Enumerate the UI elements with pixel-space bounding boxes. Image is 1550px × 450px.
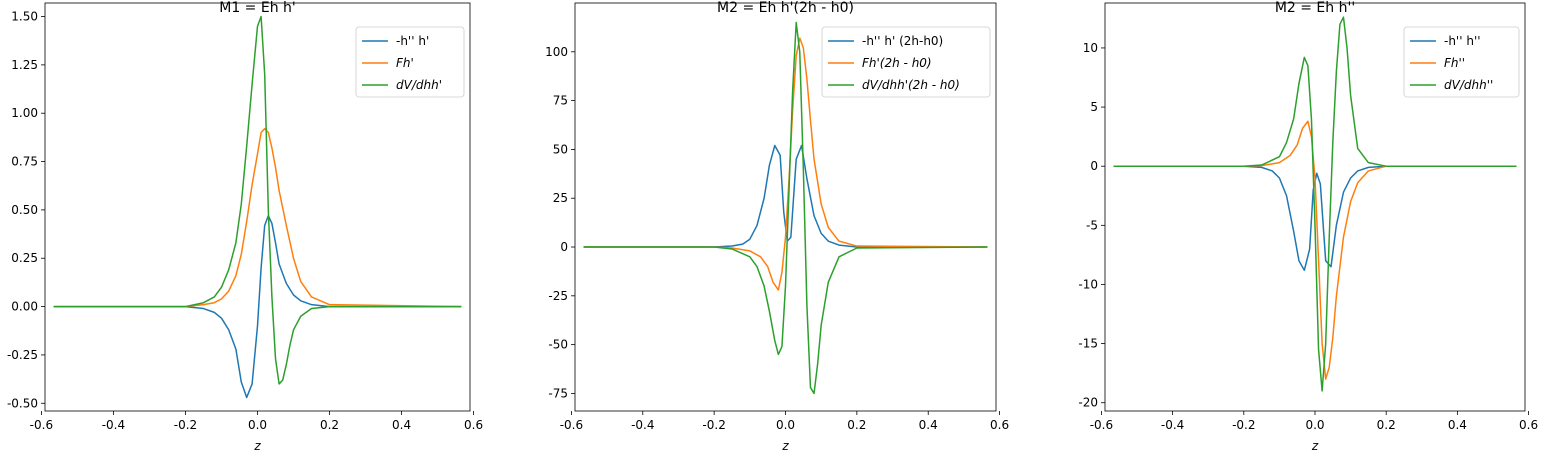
- x-tick-label: 0.2: [847, 418, 866, 432]
- x-tick-label: 0.2: [1377, 418, 1396, 432]
- chart-panel-1: -0.6 -0.4 -0.2 0.0 0.2 0.4 0.6 -0.50 -0.25 0.00 0.…: [7, 0, 483, 450]
- x-tick-label: -0.2: [702, 418, 725, 432]
- y-tick-label: 75: [553, 94, 568, 108]
- legend-label: dV/dhh': [396, 78, 442, 92]
- legend-label: dV/dhh'': [1444, 78, 1493, 92]
- series-line-3: [53, 15, 462, 385]
- y-tick-label: -75: [548, 386, 568, 400]
- legend: -h'' h' (2h-h0) Fh'(2h - h0) dV/dhh'(2h - …: [821, 26, 991, 98]
- legend-box: [821, 26, 991, 98]
- x-tick-label: -0.4: [102, 418, 125, 432]
- y-tick-label: 25: [553, 191, 568, 205]
- x-tick-label: 0.0: [248, 418, 267, 432]
- y-tick-label: 1.50: [11, 10, 38, 24]
- x-tick-label: 0.4: [1448, 418, 1467, 432]
- y-tick-label: 0.25: [11, 251, 38, 265]
- series-line-3: [583, 21, 988, 395]
- x-axis-label: z: [253, 439, 261, 450]
- x-tick-label: -0.2: [174, 418, 197, 432]
- x-tick-label: -0.2: [1232, 418, 1255, 432]
- x-tick-label: -0.6: [1090, 418, 1113, 432]
- y-tick-label: 0.50: [11, 203, 38, 217]
- x-tick-label: -0.4: [631, 418, 654, 432]
- chart-title: M2 = Eh h'(2h - h0): [717, 0, 854, 16]
- plot-area: [53, 15, 462, 399]
- x-tick-label: 0.6: [990, 418, 1009, 432]
- legend-label: -h'' h'': [1444, 34, 1481, 48]
- series-line-2: [1113, 120, 1517, 380]
- x-tick-label: 0.0: [1305, 418, 1324, 432]
- chart-title: M2 = Eh h'': [1275, 0, 1355, 16]
- y-tick-label: -20: [1078, 396, 1098, 410]
- x-tick-label: -0.4: [1161, 418, 1184, 432]
- x-tick-label: -0.6: [560, 418, 583, 432]
- x-tick-label: 0.0: [776, 418, 795, 432]
- legend: -h'' h' Fh' dV/dhh': [355, 26, 465, 98]
- y-tick-label: 0.75: [11, 155, 38, 169]
- y-tick-label: -0.50: [7, 396, 38, 410]
- y-tick-label: 0: [560, 240, 568, 254]
- x-tick-label: 0.4: [919, 418, 938, 432]
- y-tick-label: 5: [1090, 100, 1098, 114]
- y-tick-label: 10: [1083, 41, 1098, 55]
- series-line-2: [53, 127, 462, 308]
- x-tick-label: 0.6: [1519, 418, 1538, 432]
- chart-panel-2: -0.6 -0.4 -0.2 0.0 0.2 0.4 0.6 -75 -50 -25 0 25 50 75…: [545, 0, 1009, 450]
- y-tick-label: 0: [1090, 159, 1098, 173]
- legend-label: -h'' h': [396, 34, 429, 48]
- chart-title: M1 = Eh h': [219, 0, 296, 16]
- y-tick-label: -50: [548, 338, 568, 352]
- y-tick-label: -15: [1078, 337, 1098, 351]
- x-tick-label: 0.6: [464, 418, 483, 432]
- y-tick-label: 100: [545, 45, 568, 59]
- plot-area: [1113, 16, 1517, 392]
- x-tick-label: -0.6: [30, 418, 53, 432]
- y-tick-label: -0.25: [7, 348, 38, 362]
- y-tick-label: 50: [553, 142, 568, 156]
- x-axis-label: z: [781, 439, 789, 450]
- y-tick-label: 0.00: [11, 300, 38, 314]
- legend-label: Fh'(2h - h0): [862, 56, 932, 70]
- chart-panel-3: -0.6 -0.4 -0.2 0.0 0.2 0.4 0.6 -20 -15 -10 -5 0 5 10 M…: [1078, 0, 1538, 450]
- x-axis-label: z: [1311, 439, 1319, 450]
- y-tick-label: -25: [548, 289, 568, 303]
- x-tick-label: 0.2: [320, 418, 339, 432]
- legend-label: -h'' h' (2h-h0): [862, 34, 943, 48]
- y-tick-label: -5: [1086, 218, 1098, 232]
- x-tick-label: 0.4: [392, 418, 411, 432]
- plot-area: [583, 21, 988, 395]
- series-line-3: [1113, 16, 1517, 392]
- y-tick-label: 1.25: [11, 58, 38, 72]
- legend-box: [1403, 26, 1520, 98]
- series-line-1: [53, 214, 462, 399]
- y-tick-label: -10: [1078, 277, 1098, 291]
- legend-box: [355, 26, 465, 98]
- legend-label: Fh'': [1444, 56, 1465, 70]
- legend-label: dV/dhh'(2h - h0): [862, 78, 960, 92]
- y-tick-label: 1.00: [11, 106, 38, 120]
- legend-label: Fh': [396, 56, 414, 70]
- legend: -h'' h'' Fh'' dV/dhh'': [1403, 26, 1520, 98]
